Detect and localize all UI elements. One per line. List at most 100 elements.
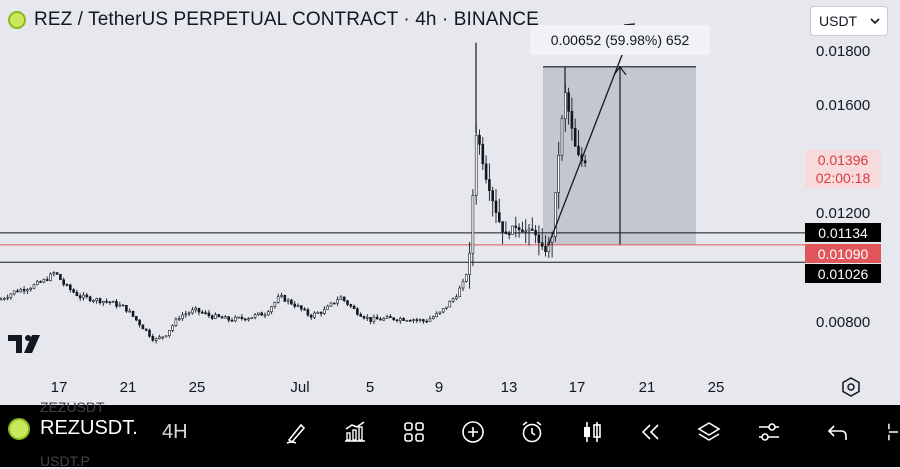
currency-value: USDT [819, 13, 858, 29]
date-tick: 21 [119, 379, 137, 396]
symbol-selector[interactable]: REZUSDT. [8, 417, 138, 440]
candle-body [497, 212, 501, 222]
candle-body [253, 314, 257, 318]
price-tick: 0.01600 [816, 97, 871, 114]
candle-body [194, 307, 197, 311]
undo-icon[interactable] [823, 417, 853, 447]
brush-icon[interactable] [282, 417, 312, 447]
candle-body [408, 319, 412, 322]
timeframe-selector[interactable]: 4H [162, 421, 188, 443]
candle-body [507, 233, 511, 236]
candle-body [514, 225, 518, 228]
candle-body [55, 272, 59, 275]
candle-body [375, 316, 379, 320]
candle-body [161, 336, 164, 339]
candle-body [257, 312, 260, 315]
candle-body [108, 301, 112, 304]
candle-body [214, 314, 217, 319]
candle-body [102, 300, 105, 304]
currency-select[interactable]: USDT [810, 6, 888, 36]
candle-body [332, 302, 336, 305]
date-tick: 25 [188, 379, 206, 396]
candle-body [164, 335, 168, 338]
candle-body [263, 314, 267, 317]
candle-body [276, 296, 280, 303]
candle-body [181, 314, 184, 319]
projection-arrow-line [547, 23, 635, 247]
candle-type-icon[interactable] [577, 417, 607, 447]
candle-body [154, 338, 158, 341]
candle-body [534, 230, 537, 236]
candle-body [204, 312, 207, 315]
candle-body [468, 252, 471, 275]
indicators-icon[interactable] [340, 417, 370, 447]
chart-area[interactable]: REZ / TetherUS PERPETUAL CONTRACT · 4h ·… [0, 0, 900, 405]
candle-body [326, 305, 330, 310]
candle-body [501, 221, 504, 233]
current-price-label: 0.01396 02:00:18 [805, 150, 881, 188]
candle-body [240, 316, 244, 319]
candle-body [389, 316, 392, 318]
candle-body [313, 312, 316, 318]
candle-body [9, 293, 13, 298]
candle-body [299, 305, 303, 310]
candle-body [111, 301, 115, 303]
candle-body [121, 304, 125, 307]
candle-body [115, 301, 118, 307]
candle-body [319, 312, 323, 314]
measure-label-text: 0.00652 (59.98%) 652 [550, 32, 690, 48]
candle-body [336, 299, 339, 304]
candle-body [125, 305, 128, 312]
candle-body [339, 296, 343, 300]
settings-sliders-icon[interactable] [754, 417, 784, 447]
candle-body [16, 290, 19, 293]
candle-body [422, 319, 425, 322]
candle-body [560, 118, 564, 156]
date-tick: 21 [638, 379, 656, 396]
ghost-symbol-top: ZEZUSDT [40, 399, 105, 415]
candle-body [445, 306, 448, 309]
candle-body [451, 298, 455, 302]
candle-body [385, 316, 389, 319]
layout-grid-icon[interactable] [399, 417, 429, 447]
level-tag-upper[interactable]: 0.01134 [805, 223, 881, 242]
candle-body [455, 296, 458, 300]
alarm-icon[interactable] [517, 417, 547, 447]
candle-body [464, 274, 468, 282]
candle-body [234, 316, 237, 322]
chart-settings-icon[interactable] [840, 376, 862, 398]
candle-body [448, 300, 452, 308]
candle-body [82, 294, 85, 299]
candle-body [398, 318, 402, 322]
candle-body [293, 303, 297, 307]
rez-coin-icon [8, 417, 30, 440]
candle-body [49, 273, 52, 281]
candle-body [283, 295, 287, 302]
candle-body [12, 290, 16, 295]
candle-body [577, 145, 580, 155]
layers-icon[interactable] [694, 417, 724, 447]
level-tag-entry[interactable]: 0.01090 [805, 244, 881, 263]
date-tick: 25 [707, 379, 725, 396]
candle-body [247, 318, 250, 321]
price-chart[interactable] [0, 0, 900, 405]
candle-body [118, 304, 122, 307]
add-icon[interactable] [458, 417, 488, 447]
tradingview-logo[interactable] [8, 332, 48, 360]
candle-body [418, 319, 422, 321]
ghost-symbol-bottom: USDT.P [40, 453, 90, 469]
candle-body [365, 317, 369, 319]
candle-body [323, 309, 326, 314]
candle-body [171, 325, 174, 331]
more-icon[interactable] [876, 417, 900, 447]
candle-body [2, 298, 6, 300]
candle-body [431, 316, 435, 320]
candle-body [369, 317, 372, 322]
candle-body [303, 308, 306, 311]
candle-body [78, 295, 82, 299]
replay-icon[interactable] [635, 417, 665, 447]
candle-body [494, 200, 498, 213]
candle-body [511, 225, 514, 235]
level-tag-lower[interactable]: 0.01026 [805, 264, 881, 283]
measure-label: 0.00652 (59.98%) 652 [530, 25, 710, 55]
